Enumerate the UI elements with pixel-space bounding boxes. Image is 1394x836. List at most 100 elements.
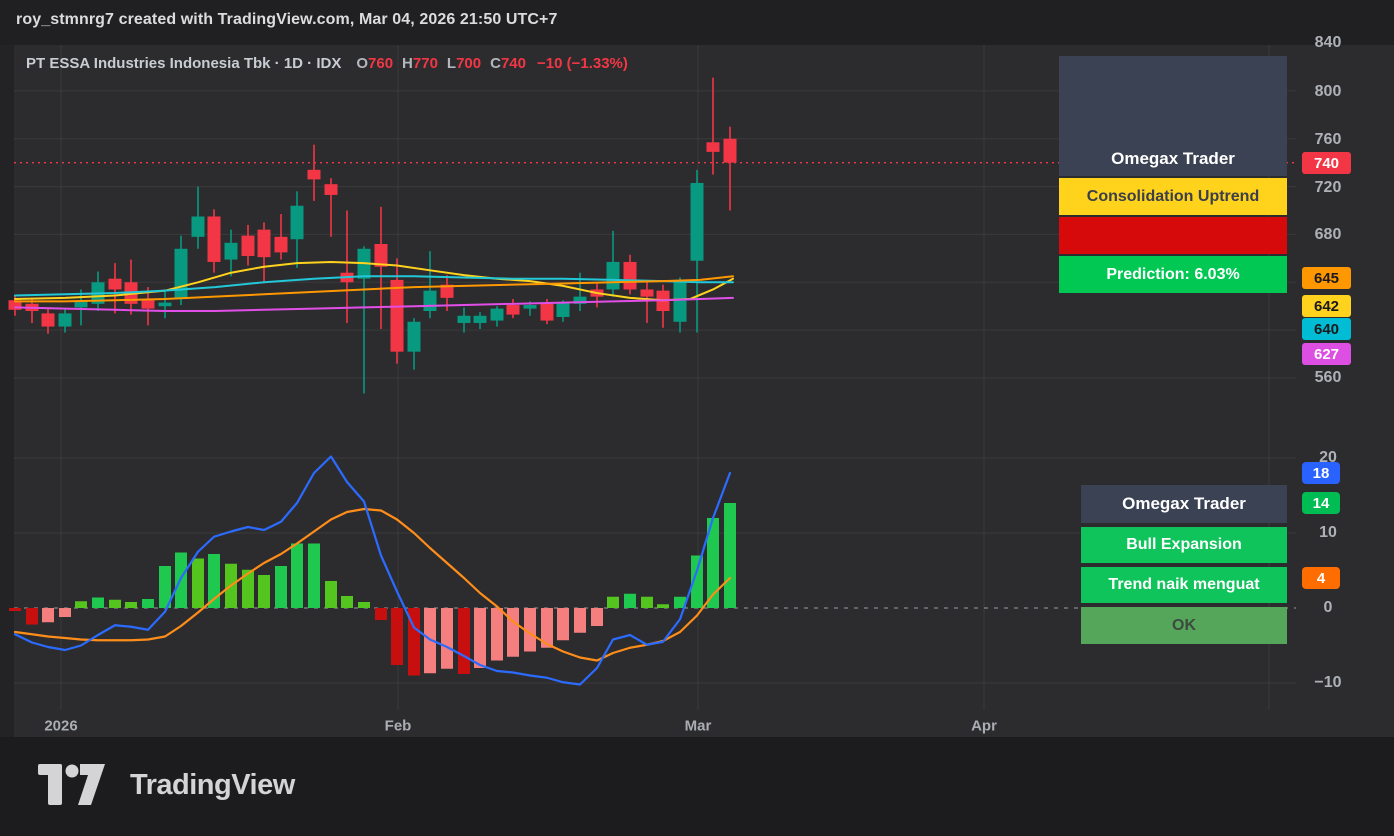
ohlc-close: C740 bbox=[490, 55, 526, 72]
ma-orange-645 bbox=[14, 275, 734, 303]
candle-body bbox=[374, 244, 388, 267]
candle-body bbox=[224, 242, 238, 260]
candle-body bbox=[423, 290, 437, 312]
change-text: −10 (−1.33%) bbox=[537, 55, 628, 72]
candle-body bbox=[141, 299, 155, 309]
candle-body bbox=[457, 315, 471, 323]
symbol-legend[interactable]: PT ESSA Industries Indonesia Tbk · 1D · … bbox=[26, 55, 628, 72]
histogram-bar bbox=[391, 608, 403, 665]
histogram-bar bbox=[657, 604, 669, 608]
candle-body bbox=[257, 229, 271, 258]
omegax-upper-prediction-row: Prediction: 6.03% bbox=[1059, 256, 1287, 293]
histogram-bar bbox=[26, 608, 38, 625]
histogram-bar bbox=[42, 608, 54, 623]
indicator-axis-label-20: 20 bbox=[1319, 449, 1337, 466]
candle-body bbox=[407, 321, 421, 352]
price-badge-740: 740 bbox=[1302, 152, 1351, 174]
histogram-bar bbox=[159, 566, 171, 608]
histogram-bar bbox=[192, 558, 204, 608]
bottom-bar bbox=[0, 737, 1394, 836]
histogram-bar bbox=[358, 602, 370, 608]
histogram-bar bbox=[641, 596, 653, 608]
price-axis-label-720: 720 bbox=[1314, 179, 1342, 196]
indicator-badge-4: 4 bbox=[1302, 567, 1340, 589]
omegax-lower-trend-row: Trend naik menguat bbox=[1081, 567, 1287, 603]
histogram-bar bbox=[524, 608, 536, 652]
macd-line bbox=[13, 455, 732, 686]
omegax-lower-title: Omegax Trader bbox=[1081, 485, 1287, 523]
candle-body bbox=[690, 182, 704, 261]
price-axis-label-560: 560 bbox=[1314, 369, 1342, 386]
price-axis-label-800: 800 bbox=[1314, 83, 1342, 100]
omegax-trader-upper-panel: Omegax Trader Consolidation Uptrend Pred… bbox=[1059, 56, 1287, 293]
price-badge-627: 627 bbox=[1302, 343, 1351, 365]
time-axis-label-Mar: Mar bbox=[684, 717, 712, 735]
tradingview-logo-text: TradingView bbox=[130, 768, 295, 801]
omegax-upper-signal-row bbox=[1059, 217, 1287, 254]
time-axis-label-Apr: Apr bbox=[971, 717, 997, 735]
histogram-bar bbox=[258, 575, 270, 608]
candle-body bbox=[556, 302, 570, 317]
histogram-bar bbox=[607, 596, 619, 608]
candle-body bbox=[673, 279, 687, 322]
histogram-bar bbox=[408, 608, 420, 676]
candle-body bbox=[723, 138, 737, 163]
histogram-bar bbox=[691, 555, 703, 608]
attribution-text: roy_stmnrg7 created with TradingView.com… bbox=[16, 11, 558, 28]
histogram-bar bbox=[275, 566, 287, 608]
indicator-badge-14: 14 bbox=[1302, 492, 1340, 514]
histogram-bar bbox=[507, 608, 519, 657]
candle-body bbox=[174, 248, 188, 300]
price-badge-640: 640 bbox=[1302, 318, 1351, 340]
histogram-bar bbox=[92, 597, 104, 608]
histogram-bar bbox=[325, 581, 337, 608]
histogram-bar bbox=[441, 608, 453, 669]
ohlc-low: L700 bbox=[446, 55, 482, 72]
top-attribution-bar bbox=[0, 0, 1394, 45]
omegax-lower-phase-row: Bull Expansion bbox=[1081, 527, 1287, 563]
candle-body bbox=[606, 261, 620, 290]
candle-body bbox=[540, 303, 554, 321]
candle-body bbox=[8, 300, 22, 310]
ma-magenta-627 bbox=[14, 296, 734, 313]
histogram-bar bbox=[125, 602, 137, 608]
histogram-bar bbox=[142, 599, 154, 608]
histogram-bar bbox=[674, 596, 686, 608]
candle-body bbox=[74, 301, 88, 308]
candle-body bbox=[640, 289, 654, 297]
histogram-bar bbox=[375, 608, 387, 620]
price-badge-642: 642 bbox=[1302, 295, 1351, 317]
histogram-bar bbox=[557, 608, 569, 641]
candle-body bbox=[241, 235, 255, 256]
histogram-bar bbox=[308, 543, 320, 608]
histogram-bar bbox=[75, 601, 87, 608]
symbol-title: PT ESSA Industries Indonesia Tbk · 1D · … bbox=[26, 55, 342, 72]
time-axis-label-Feb: Feb bbox=[384, 717, 412, 735]
histogram-bar bbox=[591, 608, 603, 626]
indicator-axis-label-10: 10 bbox=[1319, 524, 1337, 541]
candle-body bbox=[490, 308, 504, 321]
candle-body bbox=[573, 296, 587, 304]
omegax-lower-ok-row: OK bbox=[1081, 607, 1287, 644]
histogram-bar bbox=[624, 593, 636, 608]
indicator-axis-label-0: 0 bbox=[1323, 599, 1333, 616]
indicator-axis-label-−10: −10 bbox=[1314, 674, 1342, 691]
ma-yellow-642 bbox=[14, 260, 734, 302]
omegax-upper-title: Omegax Trader bbox=[1059, 56, 1287, 176]
price-axis-label-840: 840 bbox=[1314, 34, 1342, 51]
tradingview-logo[interactable]: TradingView bbox=[38, 764, 295, 806]
candle-body bbox=[191, 216, 205, 237]
omegax-upper-status-row: Consolidation Uptrend bbox=[1059, 178, 1287, 215]
candle-body bbox=[390, 279, 404, 352]
histogram-bar bbox=[341, 596, 353, 608]
histogram-bar bbox=[707, 518, 719, 608]
histogram-bar bbox=[541, 608, 553, 648]
histogram-bar bbox=[724, 503, 736, 608]
candle-body bbox=[207, 216, 221, 262]
histogram-bar bbox=[291, 543, 303, 608]
candle-body bbox=[274, 236, 288, 253]
candle-body bbox=[473, 315, 487, 323]
candle-body bbox=[290, 205, 304, 240]
ma-cyan-640 bbox=[14, 275, 734, 297]
signal-line bbox=[13, 507, 732, 662]
